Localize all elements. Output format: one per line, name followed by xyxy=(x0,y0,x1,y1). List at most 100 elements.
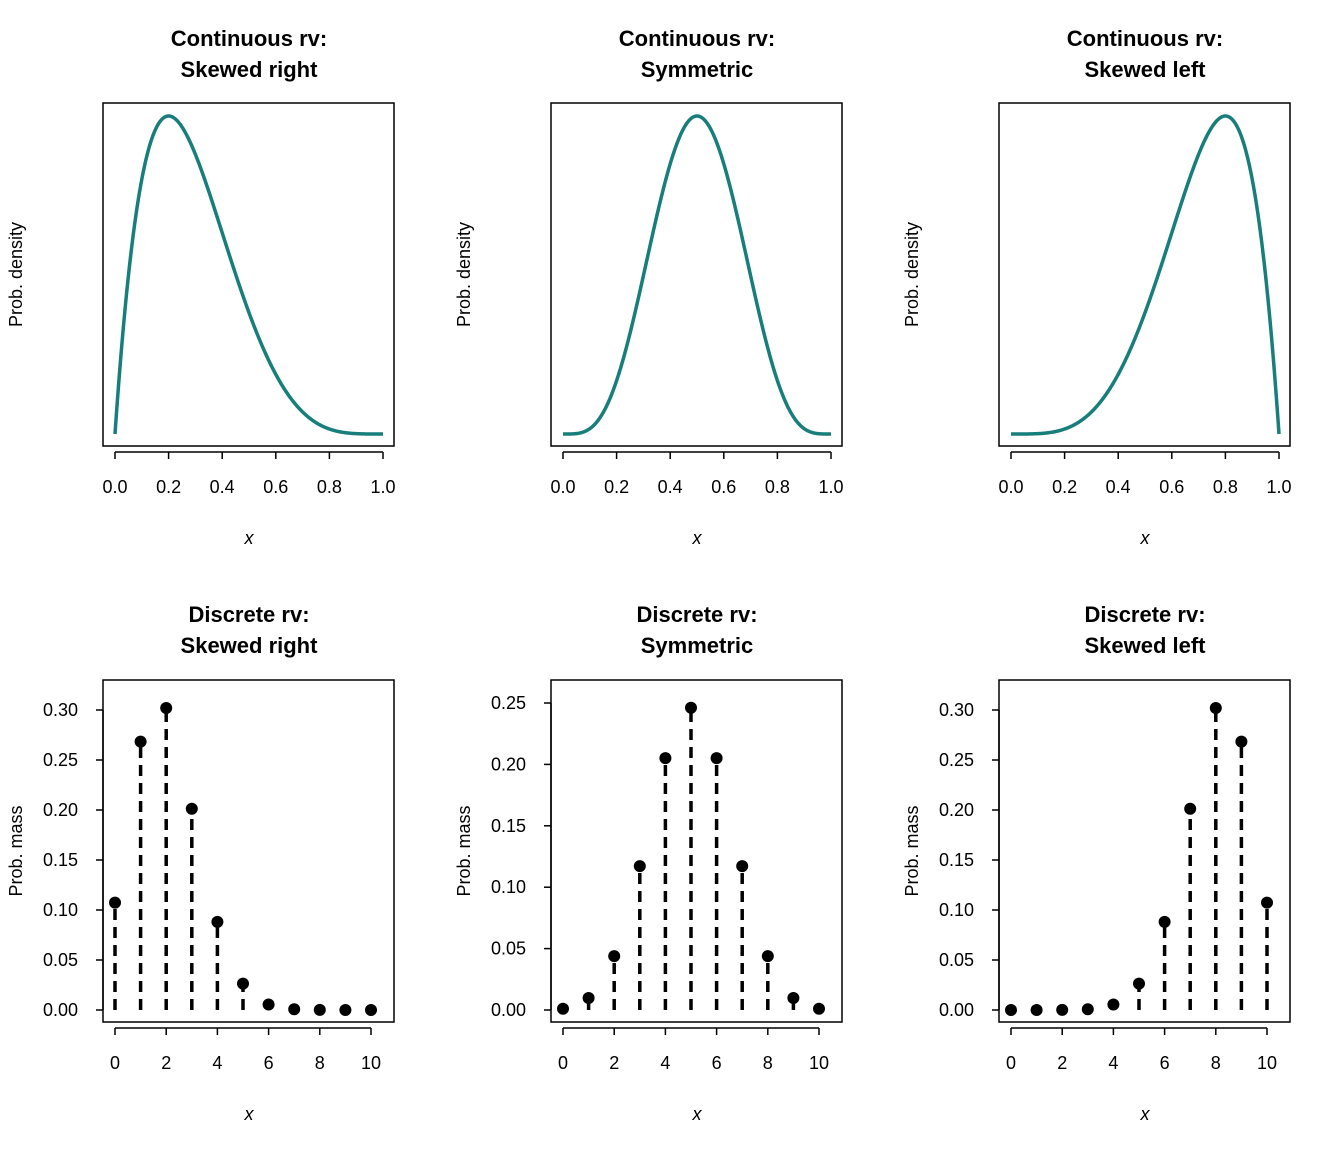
density-curve xyxy=(113,114,383,436)
panel-title-line1: Continuous rv: xyxy=(1067,26,1223,51)
x-tick-label: 6 xyxy=(1160,1053,1170,1073)
x-axis-label: x xyxy=(692,528,703,548)
mass-point xyxy=(582,991,595,1004)
mass-point xyxy=(313,1003,326,1016)
x-tick-label: 4 xyxy=(660,1053,670,1073)
x-tick-label: 0.6 xyxy=(1159,477,1184,497)
y-tick-label: 0.25 xyxy=(491,693,526,713)
y-tick-label: 0.15 xyxy=(491,816,526,836)
y-axis-label: Prob. density xyxy=(902,222,922,327)
mass-point xyxy=(262,998,275,1011)
x-tick-label: 0.2 xyxy=(156,477,181,497)
mass-point xyxy=(1261,896,1273,909)
x-tick-label: 0.8 xyxy=(765,477,790,497)
x-tick-label: 0.6 xyxy=(263,477,288,497)
plot-box xyxy=(550,102,843,447)
panel-title-line2: Skewed right xyxy=(181,57,319,82)
y-axis-label: Prob. mass xyxy=(902,805,922,896)
x-axis-label: x xyxy=(244,1104,255,1124)
y-axis-label: Prob. density xyxy=(6,222,26,327)
y-tick-label: 0.00 xyxy=(43,1000,78,1020)
y-tick-label: 0.05 xyxy=(43,950,78,970)
mass-point xyxy=(761,950,774,963)
x-tick-label: 0.4 xyxy=(1106,477,1131,497)
mass-point xyxy=(1133,977,1145,990)
mass-point xyxy=(160,702,173,714)
mass-point xyxy=(1209,702,1222,714)
x-tick-label: 1.0 xyxy=(370,477,395,497)
panel-title-line2: Symmetric xyxy=(641,633,754,658)
panel-title-line2: Skewed left xyxy=(1084,633,1206,658)
y-tick-label: 0.30 xyxy=(939,700,974,720)
plot-box xyxy=(998,102,1291,447)
x-tick-label: 6 xyxy=(264,1053,274,1073)
panel-title-line1: Continuous rv: xyxy=(171,26,327,51)
mass-point xyxy=(813,1002,825,1015)
mass-point xyxy=(1081,1003,1094,1016)
x-tick-label: 0.0 xyxy=(550,477,575,497)
mass-point xyxy=(633,860,646,873)
x-tick-label: 0.2 xyxy=(604,477,629,497)
x-tick-label: 4 xyxy=(1108,1053,1118,1073)
mass-point xyxy=(787,991,800,1004)
density-curve xyxy=(563,114,831,436)
x-tick-label: 6 xyxy=(712,1053,722,1073)
panel-title-line1: Discrete rv: xyxy=(1084,602,1205,627)
y-tick-label: 0.25 xyxy=(43,750,78,770)
y-tick-label: 0.00 xyxy=(491,1000,526,1020)
mass-point xyxy=(109,896,121,909)
x-tick-label: 0 xyxy=(558,1053,568,1073)
panel-title-line1: Discrete rv: xyxy=(636,602,757,627)
y-axis-label: Prob. density xyxy=(454,222,474,327)
mass-point xyxy=(339,1004,352,1016)
x-axis-label: x xyxy=(244,528,255,548)
mass-point xyxy=(134,735,147,748)
x-tick-label: 2 xyxy=(161,1053,171,1073)
y-axis-label: Prob. mass xyxy=(6,805,26,896)
mass-point xyxy=(736,860,749,873)
x-tick-label: 0.2 xyxy=(1052,477,1077,497)
mass-point xyxy=(1184,802,1197,815)
x-tick-label: 8 xyxy=(1211,1053,1221,1073)
y-tick-label: 0.30 xyxy=(43,700,78,720)
density-curve xyxy=(1011,114,1281,436)
x-tick-label: 8 xyxy=(763,1053,773,1073)
x-axis-label: x xyxy=(1140,1104,1151,1124)
y-tick-label: 0.10 xyxy=(43,900,78,920)
mass-point xyxy=(288,1003,301,1016)
x-tick-label: 1.0 xyxy=(1266,477,1291,497)
y-axis-label: Prob. mass xyxy=(454,805,474,896)
plot-box xyxy=(998,679,1291,1023)
y-tick-label: 0.20 xyxy=(43,800,78,820)
mass-point xyxy=(1158,915,1171,928)
plot-box xyxy=(102,679,395,1023)
panel-title-line2: Skewed right xyxy=(181,633,319,658)
mass-point xyxy=(1235,735,1248,748)
panel-title-line1: Continuous rv: xyxy=(619,26,775,51)
x-tick-label: 0.0 xyxy=(998,477,1023,497)
y-tick-label: 0.05 xyxy=(939,950,974,970)
x-tick-label: 2 xyxy=(1057,1053,1067,1073)
y-tick-label: 0.15 xyxy=(939,850,974,870)
mass-point xyxy=(185,802,198,815)
mass-point xyxy=(659,752,672,765)
panel-title-line1: Discrete rv: xyxy=(188,602,309,627)
x-tick-label: 0 xyxy=(1006,1053,1016,1073)
mass-point xyxy=(211,915,224,928)
mass-point xyxy=(1005,1004,1017,1016)
x-tick-label: 0.8 xyxy=(317,477,342,497)
mass-point xyxy=(237,977,249,990)
x-tick-label: 1.0 xyxy=(818,477,843,497)
plot-box xyxy=(102,102,395,447)
y-tick-label: 0.25 xyxy=(939,750,974,770)
x-tick-label: 0.4 xyxy=(658,477,683,497)
mass-point xyxy=(685,701,697,714)
mass-point xyxy=(710,752,723,765)
plot-box xyxy=(550,679,843,1023)
y-tick-label: 0.05 xyxy=(491,939,526,959)
x-tick-label: 0.6 xyxy=(711,477,736,497)
y-tick-label: 0.10 xyxy=(491,877,526,897)
x-tick-label: 0.8 xyxy=(1213,477,1238,497)
y-tick-label: 0.00 xyxy=(939,1000,974,1020)
